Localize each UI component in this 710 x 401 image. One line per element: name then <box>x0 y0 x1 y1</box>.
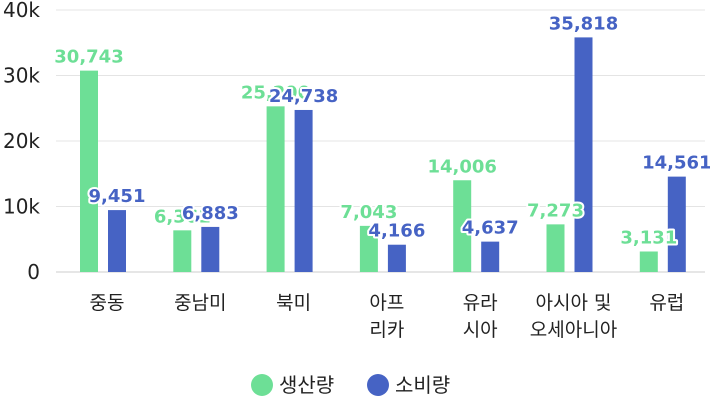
category-label: 아시아 및 <box>536 292 612 314</box>
data-label-production: 25,290 <box>241 82 310 103</box>
data-label-consumption: 9,451 <box>89 186 146 207</box>
category-label: 유럽 <box>649 292 684 314</box>
category-label: 중남미 <box>174 292 226 314</box>
y-tick-label: 10k <box>3 195 40 219</box>
bar-consumption <box>667 176 686 272</box>
grid-lines <box>56 9 705 273</box>
y-tick-label: 20k <box>3 129 40 153</box>
bar-consumption <box>108 210 126 272</box>
category-label: 북미 <box>276 292 311 314</box>
bar-consumption <box>481 241 500 272</box>
data-label-production: 6,361 <box>154 206 211 227</box>
data-label-consumption: 4,637 <box>462 218 519 239</box>
data-label-production: 30,743 <box>54 47 123 68</box>
legend-label-consumption: 소비량 <box>395 373 450 397</box>
data-labels: 30,7439,4516,3616,88325,29024,7387,0434,… <box>52 11 710 250</box>
legend-marker-production <box>251 374 273 396</box>
y-tick-label: 30k <box>3 64 40 88</box>
bar-consumption <box>574 37 593 272</box>
data-label-consumption: 14,561 <box>642 153 710 174</box>
legend-label-production: 생산량 <box>279 373 334 397</box>
bar-production <box>173 230 192 272</box>
y-tick-label: 40k <box>3 0 40 22</box>
data-label-production: 7,273 <box>527 200 584 221</box>
category-label: 오세아니아 <box>530 319 617 341</box>
bars <box>80 37 686 273</box>
bar-production <box>266 106 285 273</box>
bar-production <box>359 225 378 272</box>
category-label: 유라 <box>463 292 498 314</box>
data-label-consumption: 6,883 <box>182 203 239 224</box>
data-label-production: 14,006 <box>427 156 496 177</box>
data-label-production: 3,131 <box>620 227 677 248</box>
data-label-consumption: 35,818 <box>549 13 618 34</box>
bar-consumption <box>387 244 406 272</box>
bar-production <box>80 70 98 272</box>
bar-consumption <box>201 226 220 272</box>
legend-marker-consumption <box>367 374 389 396</box>
category-label: 시아 <box>463 319 498 341</box>
data-label-production: 7,043 <box>340 202 397 223</box>
data-label-consumption: 4,166 <box>368 221 425 242</box>
bar-production <box>546 224 565 272</box>
bar-production <box>639 251 658 272</box>
y-tick-label: 0 <box>27 260 40 284</box>
legend: 생산량 소비량 <box>251 373 450 397</box>
data-label-consumption: 24,738 <box>269 86 338 107</box>
category-label: 중동 <box>90 292 125 314</box>
bar-production <box>453 180 472 272</box>
category-label: 아프 <box>369 292 404 314</box>
y-axis-ticks: 0 10k 20k 30k 40k <box>3 0 40 284</box>
bar-consumption <box>294 109 313 273</box>
category-label: 리카 <box>369 319 404 341</box>
